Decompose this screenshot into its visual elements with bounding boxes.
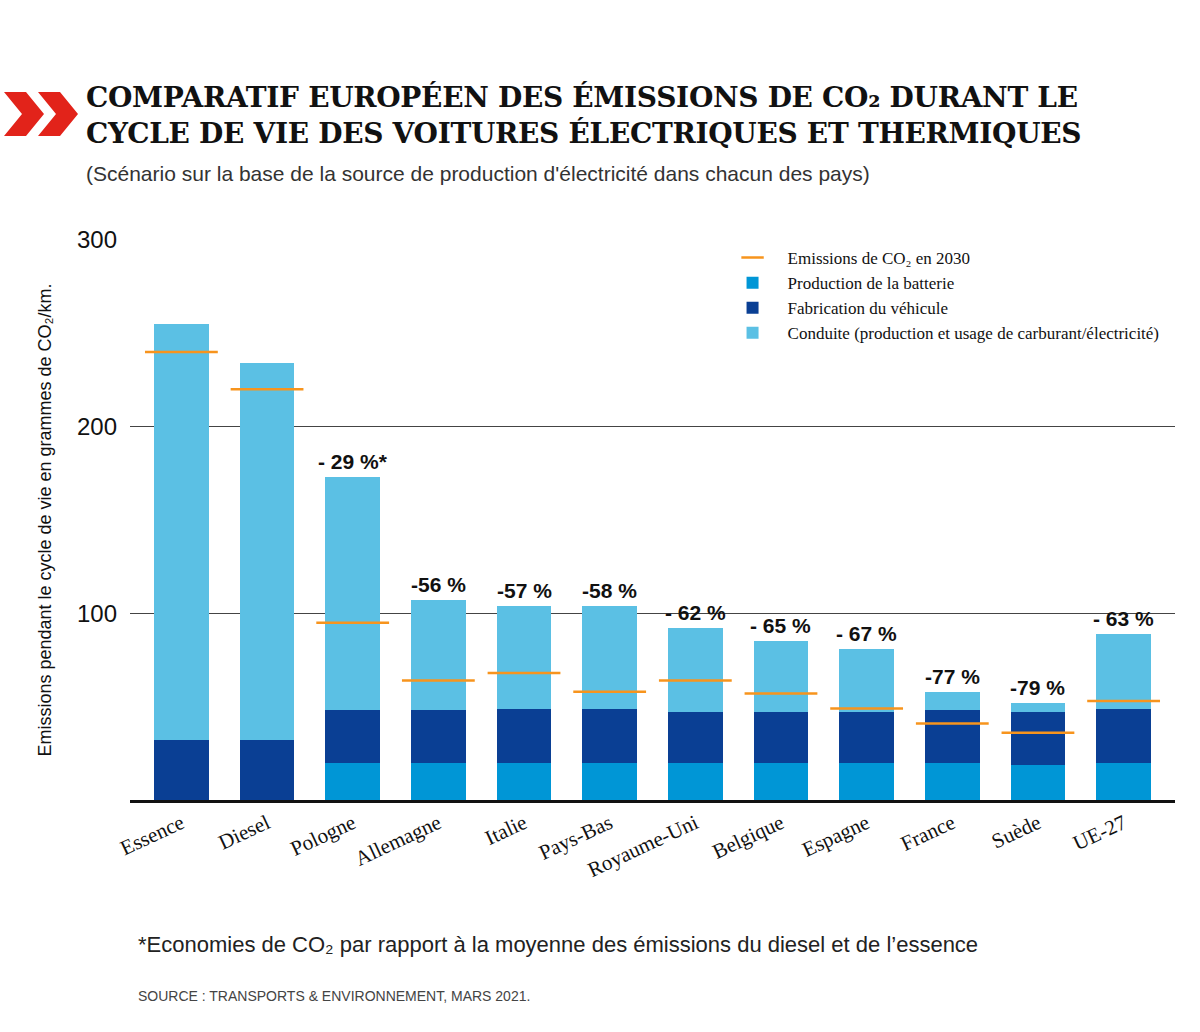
svg-text:Production de la batterie: Production de la batterie [788, 274, 955, 293]
svg-text:- 62 %: - 62 % [665, 601, 726, 624]
svg-text:-79 %: -79 % [1010, 676, 1065, 699]
svg-text:- 63 %: - 63 % [1093, 607, 1154, 630]
svg-text:300: 300 [77, 226, 117, 253]
svg-text:Allemagne: Allemagne [351, 810, 445, 871]
html-text:(Scénario sur la base de la so: (Scénario sur la base de la source de pr… [86, 162, 870, 185]
svg-text:Italie: Italie [481, 810, 530, 850]
svg-text:Emissions de CO₂ en 2030: Emissions de CO₂ en 2030 [788, 249, 971, 268]
svg-text:Belgique: Belgique [709, 810, 788, 864]
svg-text:-57 %: -57 % [497, 579, 552, 602]
svg-text:-58 %: -58 % [582, 579, 637, 602]
html-text:*Economies de CO₂ par rapport: *Economies de CO₂ par rapport à la moyen… [138, 932, 979, 957]
svg-text:Pologne: Pologne [287, 810, 360, 861]
svg-text:- 67 %: - 67 % [836, 622, 897, 645]
svg-text:Emissions pendant le cycle de: Emissions pendant le cycle de vie en gra… [35, 283, 55, 756]
html-text:COMPARATIF EUROPÉEN DES ÉMISSI: COMPARATIF EUROPÉEN DES ÉMISSIONS DE CO₂… [86, 81, 1082, 150]
svg-text:Essence: Essence [116, 810, 187, 860]
svg-text:200: 200 [77, 413, 117, 440]
svg-text:- 65 %: - 65 % [750, 614, 811, 637]
svg-text:100: 100 [77, 600, 117, 627]
svg-text:Royaume-Uni: Royaume-Uni [584, 810, 702, 882]
svg-text:-56 %: -56 % [411, 573, 466, 596]
svg-text:Diesel: Diesel [215, 810, 274, 854]
svg-text:Fabrication du véhicule: Fabrication du véhicule [788, 299, 949, 318]
html-text:SOURCE : TRANSPORTS & ENVIRONN: SOURCE : TRANSPORTS & ENVIRONNEMENT, MAR… [138, 988, 531, 1004]
svg-text:UE-27: UE-27 [1069, 810, 1130, 855]
svg-text:- 29 %*: - 29 %* [318, 450, 388, 473]
svg-text:Espagne: Espagne [799, 810, 874, 862]
svg-text:Suède: Suède [988, 810, 1045, 853]
svg-text:Pays-Bas: Pays-Bas [535, 810, 616, 865]
svg-text:France: France [897, 810, 959, 856]
svg-text:-77 %: -77 % [925, 665, 980, 688]
svg-text:Conduite (production et usage: Conduite (production et usage de carbura… [788, 324, 1160, 343]
